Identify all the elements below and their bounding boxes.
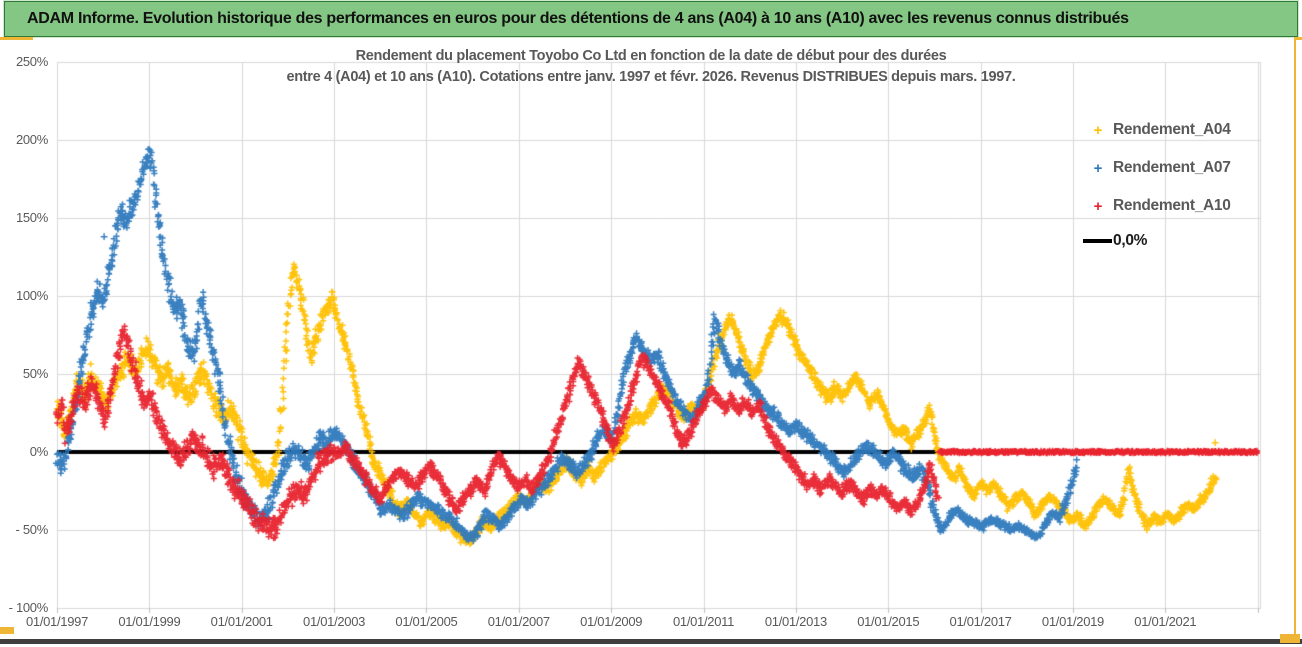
chart-selection-handle-bottom-right[interactable] (1280, 634, 1300, 643)
plus-marker-icon: + (1093, 159, 1103, 177)
x-tick-label: 01/01/2021 (1134, 614, 1197, 629)
legend-item-rendement-a10[interactable]: + Rendement_A10 (1083, 197, 1231, 215)
chart-title-line1: Rendement du placement Toyobo Co Ltd en … (355, 48, 947, 64)
x-tick-label: 01/01/2011 (672, 614, 735, 629)
y-tick-label: - 100% (8, 600, 49, 615)
x-tick-label: 01/01/1999 (118, 614, 181, 629)
x-tick-label: 01/01/2009 (580, 614, 643, 629)
legend-label: 0,0% (1113, 232, 1148, 249)
legend-item-rendement-a07[interactable]: + Rendement_A07 (1083, 159, 1231, 177)
zero-line-swatch-icon (1083, 239, 1112, 243)
y-tick-label: 100% (15, 288, 48, 303)
chart-title[interactable]: Rendement du placement Toyobo Co Ltd en … (151, 46, 1151, 88)
y-tick-label: 50% (22, 366, 48, 381)
report-banner-title: ADAM Informe. Evolution historique des p… (27, 10, 1129, 27)
y-tick-label: - 50% (15, 522, 49, 537)
x-tick-label: 01/01/2003 (303, 614, 366, 629)
y-tick-label: 250% (15, 54, 48, 69)
legend-item-0-0-[interactable]: 0,0% (1083, 232, 1147, 250)
chart-selection-handle-top-left[interactable] (0, 37, 33, 40)
x-tick-label: 01/01/2017 (949, 614, 1012, 629)
chart-selection-handle-top-right[interactable] (1294, 37, 1302, 40)
x-tick-label: 01/01/2005 (395, 614, 458, 629)
x-tick-label: 01/01/1997 (25, 614, 89, 629)
y-tick-label: 150% (15, 210, 48, 225)
plus-marker-icon: + (1093, 197, 1103, 215)
chart-title-line2: entre 4 (A04) et 10 ans (A10). Cotations… (286, 69, 1016, 85)
plus-marker-icon: + (1093, 121, 1103, 139)
x-tick-label: 01/01/2019 (1041, 614, 1104, 629)
x-tick-label: 01/01/2001 (210, 614, 273, 629)
legend-label: Rendement_A07 (1113, 159, 1231, 176)
x-tick-label: 01/01/2007 (487, 614, 550, 629)
report-banner: ADAM Informe. Evolution historique des p… (3, 0, 1299, 38)
x-tick-label: 01/01/2013 (764, 614, 827, 629)
legend-label: Rendement_A10 (1113, 197, 1231, 214)
legend-item-rendement-a04[interactable]: + Rendement_A04 (1083, 121, 1231, 139)
window-bottom-border (0, 639, 1302, 644)
legend-label: Rendement_A04 (1113, 121, 1231, 138)
chart-selection-border-right[interactable] (1294, 37, 1296, 643)
x-tick-label: 01/01/2015 (857, 614, 920, 629)
y-tick-label: 200% (15, 132, 48, 147)
y-tick-label: 0% (29, 444, 49, 459)
chart-selection-handle-bottom-left[interactable] (0, 627, 14, 634)
